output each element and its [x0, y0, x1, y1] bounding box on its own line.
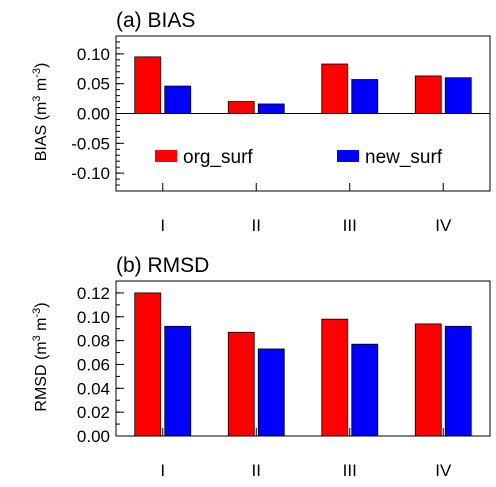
legend-swatch-new-surf	[337, 150, 359, 162]
y-tick-label: 0.12	[77, 284, 110, 303]
legend-label-new-surf: new_surf	[365, 147, 443, 168]
panel-a-frame	[115, 35, 491, 192]
bar-new-surf-II	[257, 348, 285, 437]
panel-b-title: (b) RMSD	[116, 254, 209, 277]
bar-new-surf-I	[164, 85, 192, 114]
bar-org-surf-II	[227, 101, 255, 114]
panel-bias: (a) BIAS BIAS (m3 m-3) 0.10 0.05 0.00 -0.05…	[31, 9, 491, 235]
y-tick-label: 0.02	[77, 403, 110, 422]
bar-new-surf-III	[351, 343, 379, 437]
bar-new-surf-IV	[444, 77, 472, 114]
bar-new-surf-II	[257, 103, 285, 114]
y-tick-label: 0.10	[77, 45, 110, 64]
x-tick-label: III	[343, 216, 357, 235]
y-tick-label: -0.05	[71, 134, 110, 153]
bar-org-surf-IV	[414, 75, 442, 114]
bar-new-surf-I	[164, 325, 192, 437]
bar-org-surf-II	[227, 331, 255, 437]
x-tick-label: IV	[435, 461, 452, 480]
panel-b-ylabel: RMSD (m3 m-3)	[31, 302, 50, 411]
y-tick-label: 0.10	[77, 308, 110, 327]
x-tick-label: I	[160, 461, 165, 480]
bar-org-surf-III	[321, 318, 349, 437]
panel-b-frame	[115, 280, 491, 437]
panel-a-ylabel: BIAS (m3 m-3)	[31, 63, 50, 162]
x-tick-label: II	[252, 461, 261, 480]
y-tick-label: 0.05	[77, 75, 110, 94]
x-tick-label: I	[160, 216, 165, 235]
y-tick-label: 0.08	[77, 332, 110, 351]
panel-rmsd: (b) RMSD RMSD (m3 m-3) 0.12 0.10 0.08 0.06 0…	[31, 254, 491, 480]
y-tick-label: -0.10	[71, 164, 110, 183]
bar-org-surf-I	[134, 292, 162, 437]
y-tick-label: 0.04	[77, 379, 110, 398]
legend-swatch-org-surf	[155, 150, 177, 162]
y-tick-label: 0.00	[77, 427, 110, 446]
legend-label-org-surf: org_surf	[183, 147, 253, 168]
bar-new-surf-IV	[444, 325, 472, 437]
bar-org-surf-III	[321, 63, 349, 114]
panel-a-title: (a) BIAS	[116, 9, 195, 32]
x-tick-label: II	[252, 216, 261, 235]
y-tick-label: 0.00	[77, 105, 110, 124]
bar-org-surf-I	[134, 56, 162, 114]
x-tick-label: IV	[435, 216, 452, 235]
bar-new-surf-III	[351, 79, 379, 114]
bar-org-surf-IV	[414, 323, 442, 437]
panel-a-legend: org_surf new_surf	[155, 147, 443, 168]
y-tick-label: 0.06	[77, 355, 110, 374]
x-tick-label: III	[343, 461, 357, 480]
